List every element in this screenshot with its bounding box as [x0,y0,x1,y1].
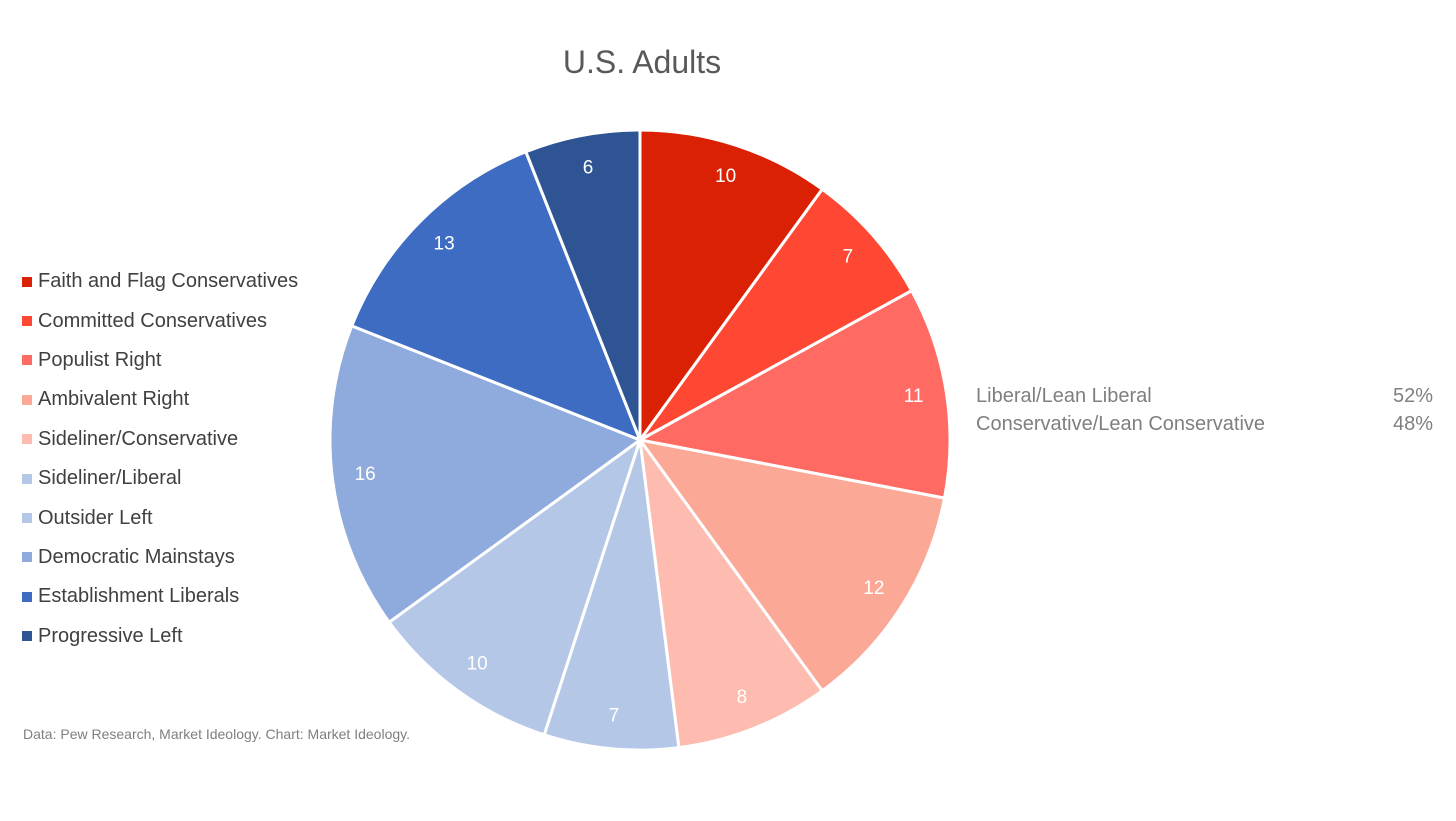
legend-label: Establishment Liberals [38,585,240,608]
legend-label: Democratic Mainstays [38,545,235,568]
data-label: 7 [609,705,620,726]
legend-item: Outsider Left [22,498,298,537]
pie-slice [638,187,914,442]
legend: Faith and Flag Conservatives Committed Co… [22,262,298,656]
legend-swatch [22,591,32,602]
legend-label: Sideliner/Liberal [38,467,182,490]
chart-title: U.S. Adults [562,44,722,80]
data-label: 8 [737,687,748,708]
pie-slice [638,289,952,500]
pie-slice [328,324,642,624]
summary-label: Conservative/Lean Conservative [976,413,1266,435]
legend-item: Populist Right [22,341,298,380]
summary-label: Liberal/Lean Liberal [976,385,1152,407]
ideology-summary: Liberal/Lean Liberal 52% Conservative/Le… [976,382,1433,438]
data-label: 12 [863,578,884,599]
data-label: 10 [715,166,736,187]
data-label: 16 [355,464,376,485]
data-label: 7 [842,246,853,267]
summary-value: 52% [1392,385,1433,407]
legend-label: Ambivalent Right [38,388,190,411]
legend-swatch [22,473,32,484]
pie-slice [350,150,642,442]
legend-swatch [22,316,32,327]
summary-row-liberal: Liberal/Lean Liberal 52% [976,382,1433,410]
legend-item: Progressive Left [22,617,298,656]
legend-label: Progressive Left [38,624,183,647]
legend-label: Faith and Flag Conservatives [38,270,299,293]
legend-label: Populist Right [38,348,162,371]
legend-label: Outsider Left [38,506,153,529]
data-label: 13 [434,234,455,255]
pie-slice [638,438,947,693]
legend-item: Sideliner/Liberal [22,459,298,498]
data-label: 11 [904,386,924,407]
legend-item: Committed Conservatives [22,301,298,340]
summary-row-conservative: Conservative/Lean Conservative 48% [976,410,1433,438]
legend-item: Faith and Flag Conservatives [22,262,298,301]
source-note: Data: Pew Research, Market Ideology. Cha… [23,726,410,742]
data-label: 10 [467,654,488,675]
summary-value: 48% [1392,413,1433,435]
legend-swatch [22,434,32,445]
data-label: 6 [583,157,594,178]
pie-slice [542,438,681,752]
legend-swatch [22,276,32,287]
legend-label: Sideliner/Conservative [38,427,239,450]
legend-swatch [22,552,32,563]
legend-swatch [22,394,32,405]
legend-item: Sideliner/Conservative [22,420,298,459]
legend-item: Establishment Liberals [22,577,298,616]
legend-label: Committed Conservatives [38,309,267,332]
legend-swatch [22,513,32,524]
legend-item: Ambivalent Right [22,380,298,419]
pie-slice [524,128,642,442]
pie-slice [638,438,824,750]
legend-item: Democratic Mainstays [22,538,298,577]
pie-slice [387,438,642,737]
legend-swatch [22,355,32,366]
pie-slice [638,128,824,442]
legend-swatch [22,631,32,642]
